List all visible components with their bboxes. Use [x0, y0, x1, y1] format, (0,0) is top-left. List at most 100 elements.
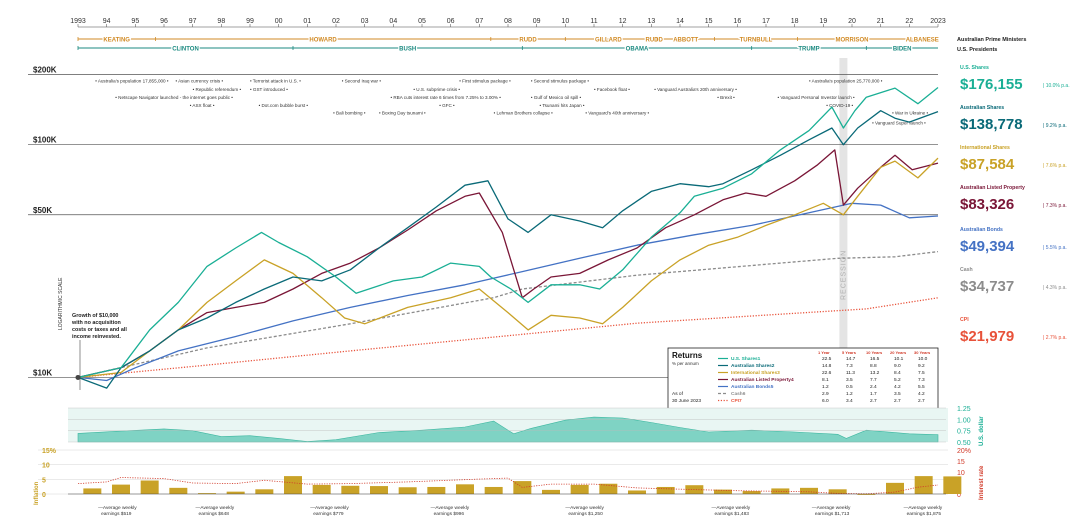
inflation-bar — [427, 486, 446, 494]
table-cell: 8.8 — [870, 363, 877, 369]
event-label: • Netscape Navigator launched - the inte… — [115, 95, 233, 100]
earnings-label: —Average weekly — [812, 505, 851, 511]
series-rate: | 4.3% p.a. — [1043, 285, 1067, 291]
rate-tick-label: 10 — [957, 470, 965, 477]
table-cell: 7.3 — [918, 377, 925, 383]
y-tick-label: $200K — [33, 66, 57, 75]
table-cell: 9.0 — [894, 363, 901, 369]
event-label: • War in Ukraine • — [892, 110, 928, 115]
year-label: 94 — [103, 18, 111, 25]
inflation-bar — [226, 491, 245, 494]
series-rate: | 7.3% p.a. — [1043, 203, 1067, 209]
inflation-bar — [656, 486, 675, 494]
series-rate: | 9.2% p.a. — [1043, 123, 1067, 129]
pm-name: RUDD — [519, 37, 537, 43]
event-label: • Asian currency crisis • — [175, 79, 223, 84]
inflation-bar — [570, 484, 589, 494]
series-name: Australian Bonds — [960, 227, 1003, 233]
rate-tick-label: 20% — [957, 448, 971, 455]
series-rate: | 7.6% p.a. — [1043, 163, 1067, 169]
year-label: 1993 — [70, 18, 86, 25]
inflation-bar — [456, 484, 474, 494]
inflation-bar — [169, 487, 188, 494]
earnings-label: —Average weekly — [98, 505, 137, 511]
year-label: 09 — [533, 18, 541, 25]
table-cell: 11.3 — [846, 370, 855, 376]
table-cell: 4.2 — [918, 391, 925, 397]
event-label: • Republic referendum • — [193, 87, 242, 92]
event-label: • ASX float • — [190, 103, 215, 108]
inflation-tick-label: 0 — [42, 492, 46, 499]
series-final-value: $49,394 — [960, 238, 1015, 255]
fx-tick-label: 0.50 — [957, 440, 971, 447]
event-label: • Vanguard Super launch • — [872, 121, 926, 126]
table-subtitle: % per annum — [672, 361, 699, 366]
table-cell: 10.1 — [894, 356, 904, 362]
series-name: U.S. Shares — [960, 65, 989, 71]
table-cell: 2.7 — [870, 398, 877, 404]
event-label: • Australia's population 17,855,000 • — [95, 79, 169, 84]
year-label: 11 — [590, 18, 597, 25]
inflation-bar — [284, 476, 302, 494]
inflation-bar — [112, 484, 130, 494]
series-name: Australian Shares — [960, 105, 1004, 111]
year-label: 16 — [733, 18, 741, 25]
earnings-label-amount: earnings $996 — [434, 511, 465, 517]
pm-name: HOWARD — [309, 37, 337, 43]
year-label: 15 — [705, 18, 713, 25]
table-cell: 3.5 — [846, 377, 853, 383]
pm-name: TURNBULL — [740, 37, 773, 43]
table-cell: 14.8 — [822, 363, 832, 369]
table-cell: 0.5 — [846, 384, 853, 390]
pm-title: Australian Prime Ministers — [957, 37, 1026, 43]
pm-name: RUDD — [646, 37, 664, 43]
series-final-value: $83,326 — [960, 196, 1014, 213]
event-label: • GST introduced • — [250, 87, 288, 92]
inflation-bar — [628, 490, 646, 494]
inflation-axis-label: Inflation — [34, 481, 40, 505]
event-annotations: • Australia's population 17,855,000 • • A… — [95, 79, 928, 126]
table-frame — [667, 347, 939, 411]
earnings-label: —Average weekly — [565, 505, 604, 511]
president-name: BUSH — [399, 46, 416, 52]
fx-tick-label: 1.00 — [957, 417, 971, 424]
event-label: • Second Iraq war • — [342, 79, 382, 84]
table-cell: 3.4 — [846, 398, 853, 404]
growth-note-line: Growth of $10,000 — [72, 313, 118, 319]
year-label: 01 — [303, 18, 311, 25]
year-label: 05 — [418, 18, 426, 25]
table-cell: 22.5 — [822, 356, 832, 362]
inflation-bar — [140, 480, 159, 494]
inflation-tick-label: 5 — [42, 477, 46, 484]
table-cell: 2.7 — [918, 398, 925, 404]
inflation-bar — [914, 476, 933, 494]
event-label: • U.S. subprime crisis • — [413, 87, 460, 92]
earnings-label-amount: earnings $1,875 — [907, 511, 942, 517]
growth-note-line: costs or taxes and all — [72, 327, 127, 333]
year-label: 04 — [389, 18, 397, 25]
table-cell: 2.4 — [870, 384, 877, 390]
table-cell: 5.5 — [918, 384, 925, 390]
grid-lines: $10K $50K $100K $200K LOGARITHMIC SCALE — [28, 66, 938, 378]
table-cell: 6.0 — [822, 398, 829, 404]
event-label: • Dot.com bubble burst • — [259, 103, 309, 108]
year-label: 08 — [504, 18, 512, 25]
inflation-tick-label: 15% — [42, 448, 57, 455]
inflation-bar — [800, 487, 818, 494]
president-name: BIDEN — [893, 46, 912, 52]
table-row-name: Australian Listed Property4 — [731, 377, 794, 383]
series-line — [77, 86, 939, 379]
president-name: CLINTON — [172, 46, 199, 52]
event-label: • Vanguard Australia's 20th anniversary … — [654, 87, 737, 92]
year-label: 12 — [619, 18, 627, 25]
inflation-bar — [943, 476, 962, 494]
inflation-bar — [886, 482, 904, 494]
inflation-bar — [771, 488, 790, 494]
table-row-name: International Shares3 — [731, 370, 780, 376]
series-labels: U.S. Shares $176,155 | 10.0% p.a. Australia… — [960, 65, 1070, 345]
y-tick-label: $10K — [33, 368, 52, 377]
earnings-label-amount: earnings $1,483 — [715, 511, 750, 517]
event-label: • Terrorist attack in U.S. • — [250, 79, 301, 84]
year-label: 06 — [447, 18, 455, 25]
